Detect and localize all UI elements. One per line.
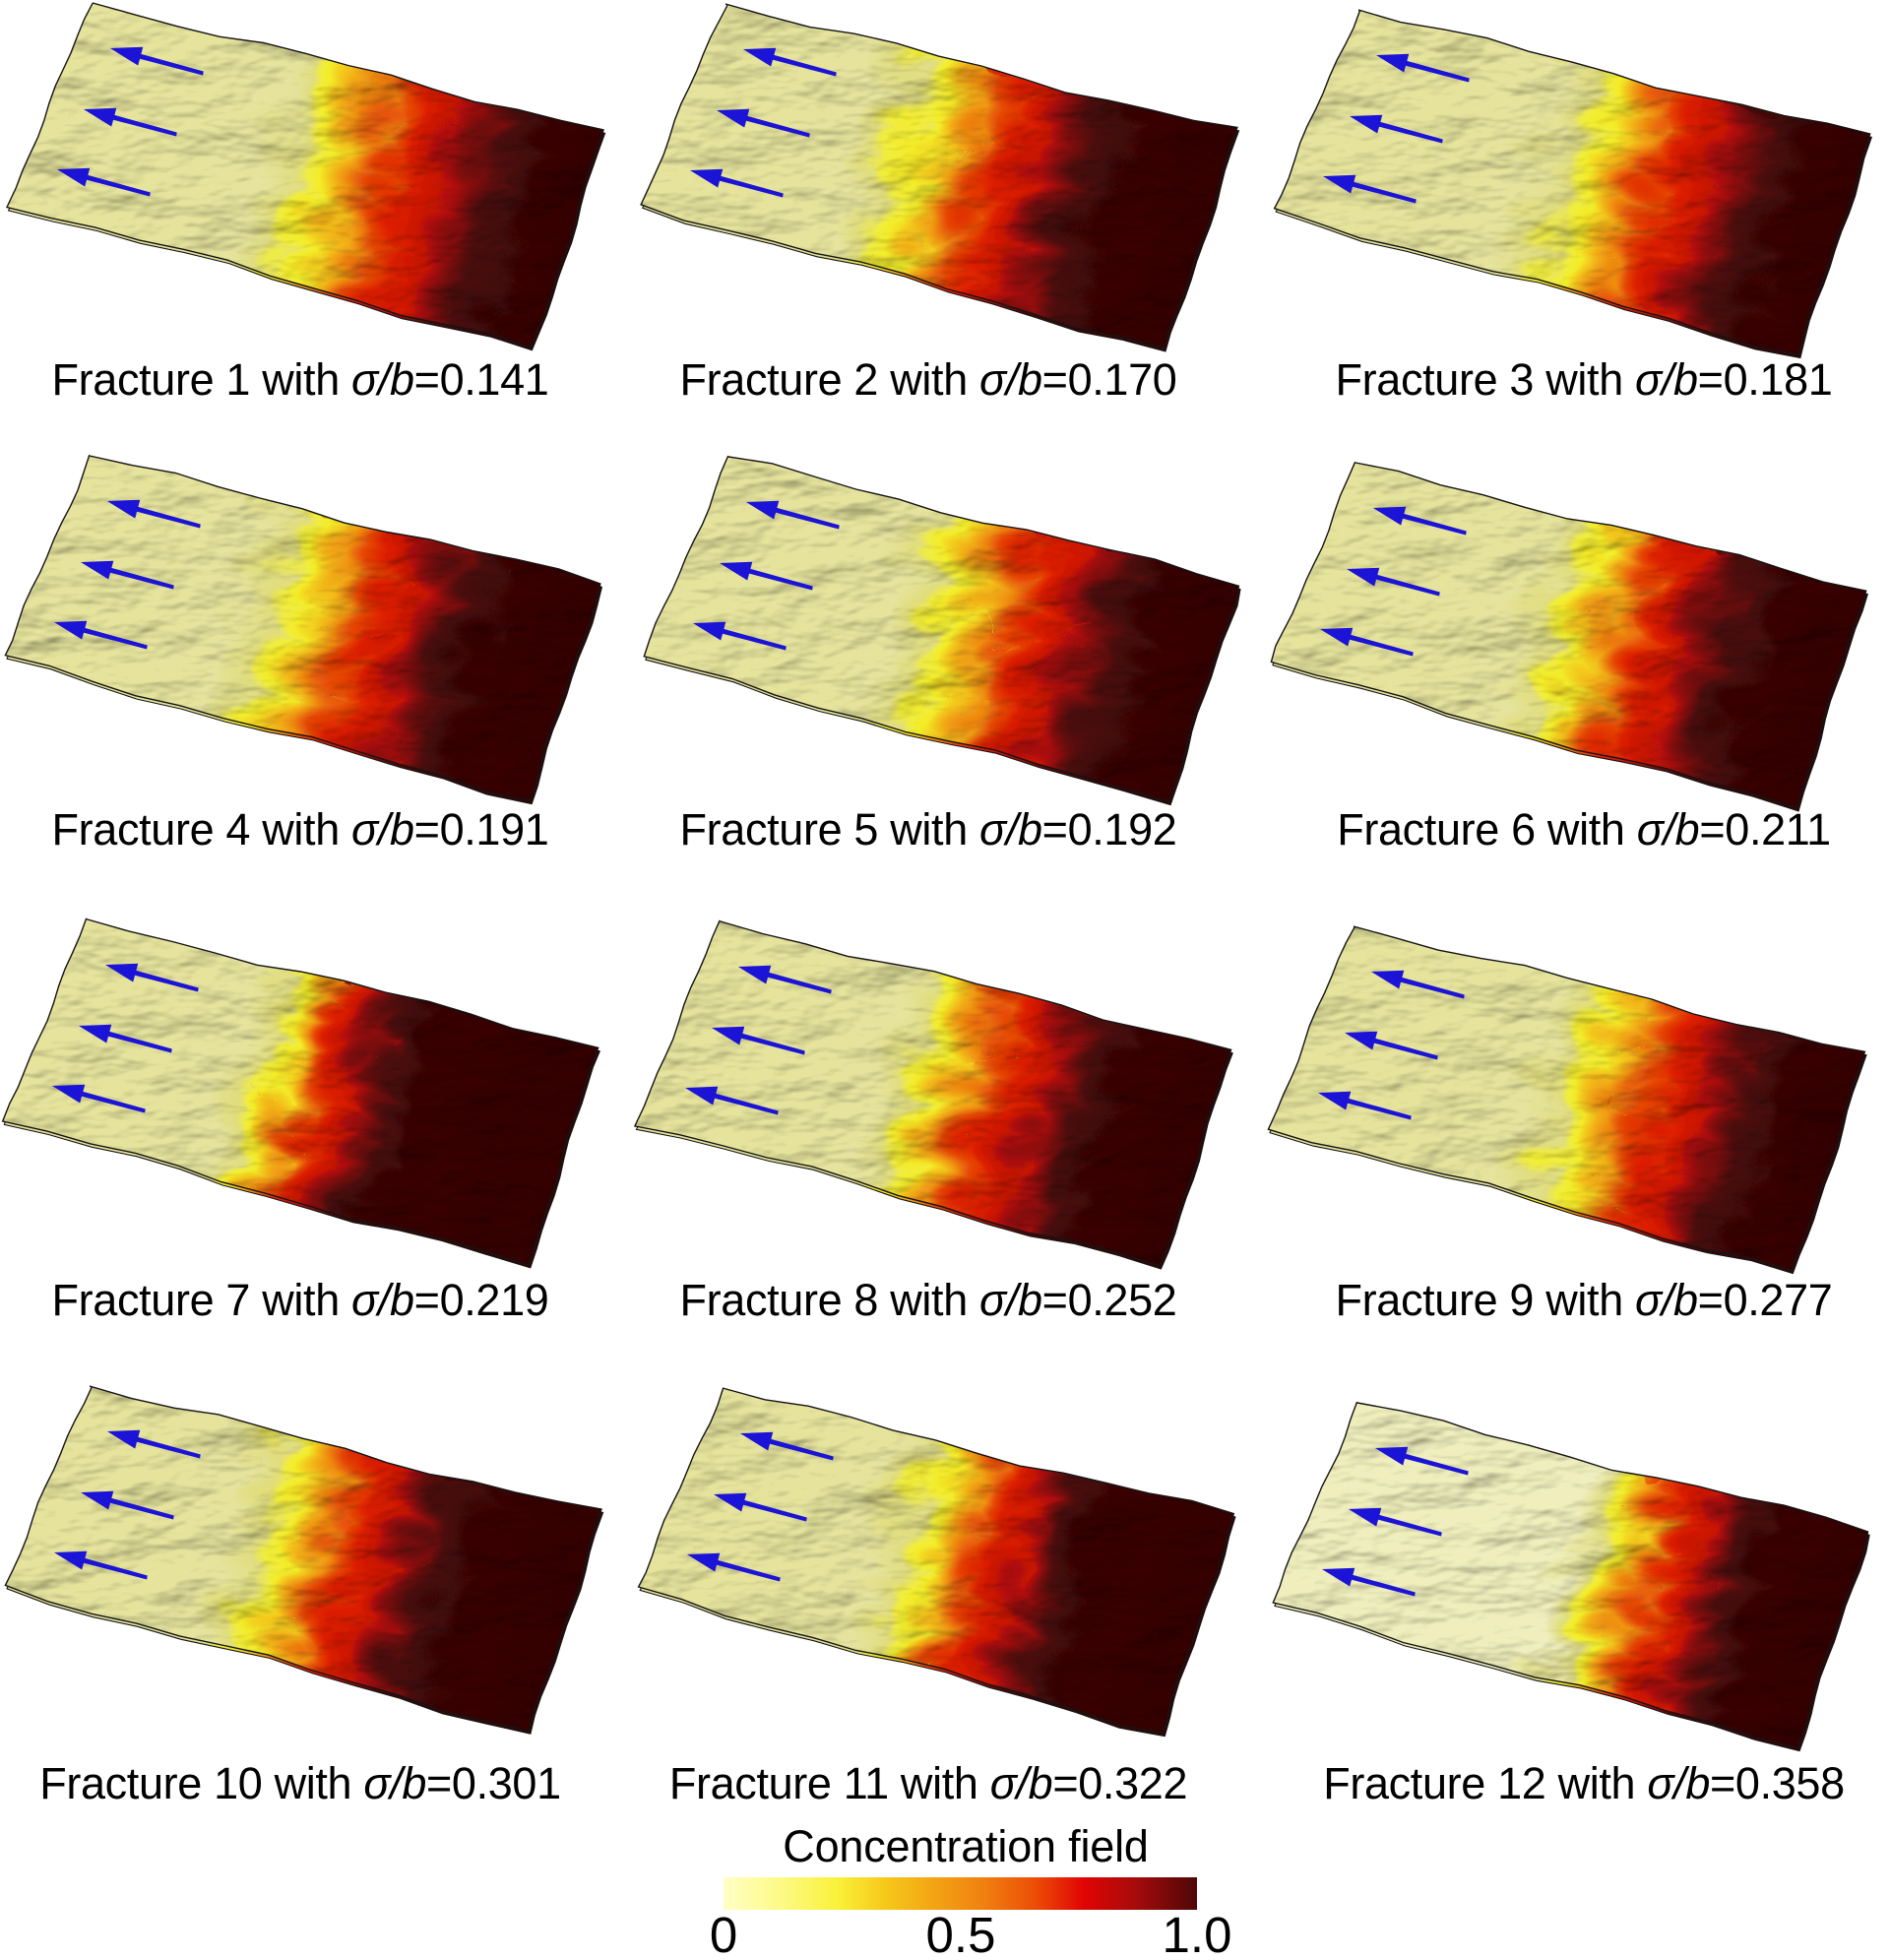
svg-text:Fracture 4 with σ/b=0.191: Fracture 4 with σ/b=0.191: [52, 804, 549, 854]
svg-text:Fracture 7 with σ/b=0.219: Fracture 7 with σ/b=0.219: [52, 1275, 549, 1325]
svg-text:0: 0: [710, 1907, 737, 1960]
svg-text:Fracture 11 with σ/b=0.322: Fracture 11 with σ/b=0.322: [669, 1758, 1187, 1808]
svg-text:Concentration field: Concentration field: [783, 1821, 1148, 1871]
svg-text:Fracture 3 with σ/b=0.181: Fracture 3 with σ/b=0.181: [1336, 354, 1833, 405]
svg-text:Fracture 8 with σ/b=0.252: Fracture 8 with σ/b=0.252: [680, 1275, 1177, 1325]
svg-text:1.0: 1.0: [1163, 1907, 1232, 1960]
svg-text:0.5: 0.5: [926, 1907, 996, 1960]
svg-text:Fracture 1 with σ/b=0.141: Fracture 1 with σ/b=0.141: [52, 354, 549, 405]
svg-text:Fracture 12 with σ/b=0.358: Fracture 12 with σ/b=0.358: [1323, 1758, 1845, 1808]
svg-text:Fracture 2 with σ/b=0.170: Fracture 2 with σ/b=0.170: [680, 354, 1177, 405]
svg-text:Fracture 6 with σ/b=0.211: Fracture 6 with σ/b=0.211: [1337, 804, 1831, 854]
svg-text:Fracture 5 with σ/b=0.192: Fracture 5 with σ/b=0.192: [680, 804, 1177, 854]
svg-text:Fracture 9 with σ/b=0.277: Fracture 9 with σ/b=0.277: [1336, 1275, 1833, 1325]
svg-text:Fracture 10 with σ/b=0.301: Fracture 10 with σ/b=0.301: [39, 1758, 561, 1808]
